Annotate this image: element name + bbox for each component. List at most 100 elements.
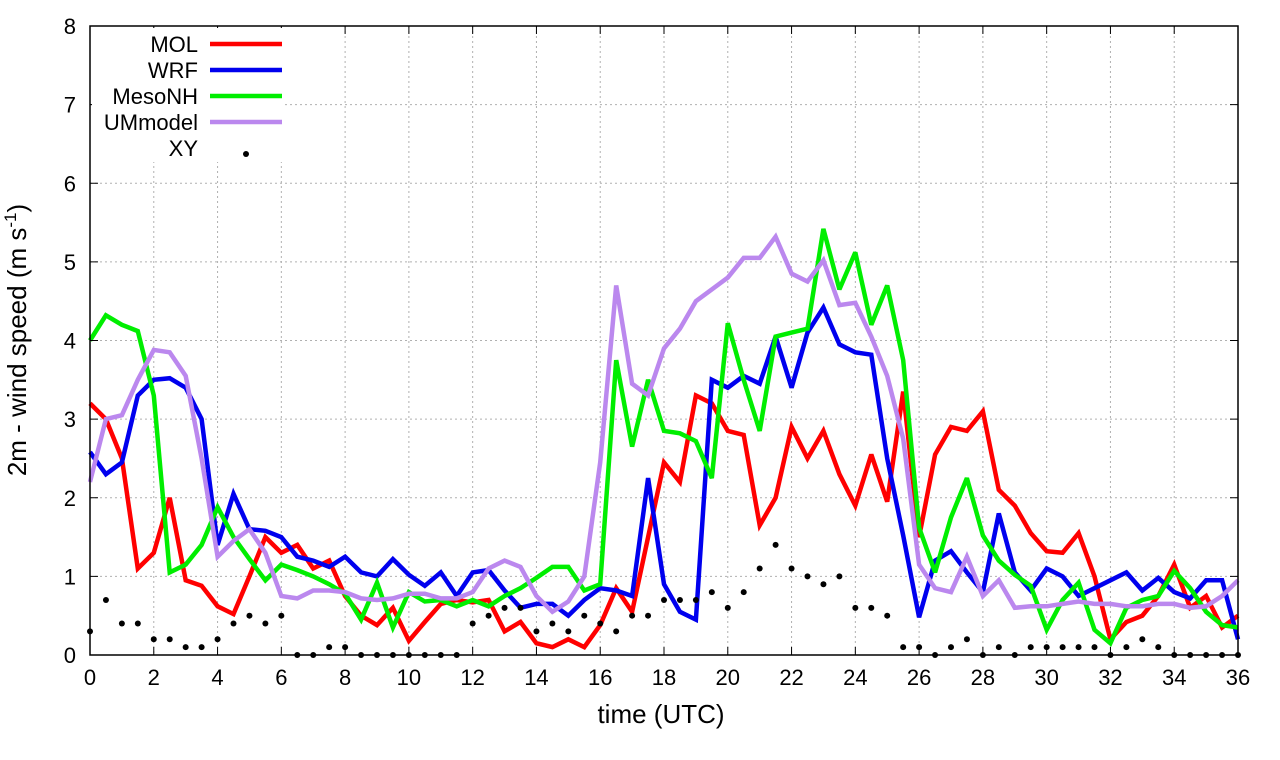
data-point-xy	[1059, 644, 1066, 651]
legend-label: UMmodel	[104, 110, 198, 135]
x-tick-label: 24	[843, 665, 867, 690]
x-tick-label: 2	[148, 665, 160, 690]
data-point-xy	[118, 620, 125, 627]
data-point-xy	[995, 644, 1002, 651]
data-point-xy	[900, 644, 907, 651]
data-point-xy	[581, 612, 588, 619]
data-point-xy	[788, 565, 795, 572]
y-tick-label: 0	[64, 643, 76, 668]
series-layer	[87, 228, 1241, 658]
series-line-ummodel	[87, 232, 1240, 615]
data-point-xy	[852, 604, 859, 611]
x-axis-label: time (UTC)	[597, 699, 724, 729]
data-point-xy	[565, 628, 572, 635]
legend-item-ummodel: UMmodel	[104, 110, 282, 135]
data-point-xy	[836, 573, 843, 580]
data-point-xy	[1027, 644, 1034, 651]
series-ummodel	[87, 232, 1240, 615]
x-axis: 0 2 4 6 8 10 12 14 16 18 20 22 24 26 28 30 32 34 36	[84, 26, 1250, 690]
x-tick-label: 22	[779, 665, 803, 690]
data-point-xy	[629, 612, 636, 619]
data-point-xy	[326, 644, 333, 651]
x-tick-label: 16	[588, 665, 612, 690]
x-tick-label: 8	[339, 665, 351, 690]
data-point-xy	[948, 644, 954, 651]
data-point-xy	[150, 636, 157, 643]
y-axis-label: 2m - wind speed (m s-1)	[1, 204, 32, 476]
series-xy	[87, 541, 1241, 658]
data-point-xy	[692, 596, 699, 603]
data-point-xy	[868, 604, 875, 611]
data-point-xy	[1139, 636, 1146, 643]
x-tick-label: 12	[460, 665, 484, 690]
data-point-xy	[278, 612, 285, 619]
series-line-mol	[88, 391, 1240, 650]
x-tick-label: 18	[652, 665, 676, 690]
x-tick-label: 36	[1226, 665, 1250, 690]
data-point-xy	[661, 596, 667, 603]
x-tick-label: 26	[907, 665, 931, 690]
series-mol	[88, 391, 1240, 650]
data-point-xy	[756, 565, 763, 572]
data-point-xy	[102, 596, 109, 603]
data-point-xy	[884, 612, 891, 619]
y-axis-label-close: )	[2, 204, 32, 213]
data-point-xy	[1075, 644, 1082, 651]
legend-item-wrf: WRF	[148, 58, 282, 83]
data-point-xy	[676, 596, 683, 603]
x-tick-label: 0	[84, 665, 96, 690]
x-tick-label: 30	[1034, 665, 1058, 690]
data-point-xy	[182, 644, 189, 651]
data-point-xy	[262, 620, 269, 627]
data-point-xy	[533, 628, 540, 635]
y-tick-label: 5	[64, 250, 76, 275]
grid	[90, 26, 1238, 655]
data-point-xy	[485, 612, 492, 619]
series-line-wrf	[88, 302, 1241, 640]
series-mesonh	[88, 228, 1239, 647]
data-point-xy	[214, 636, 221, 643]
y-tick-label: 1	[64, 564, 76, 589]
data-point-xy	[246, 612, 253, 619]
legend-item-mol: MOL	[150, 32, 282, 57]
data-point-xy	[740, 589, 747, 596]
data-point-xy	[230, 620, 237, 627]
data-point-xy	[820, 581, 827, 588]
data-point-xy	[501, 604, 508, 611]
data-point-xy	[1123, 644, 1130, 651]
legend-item-xy: XY	[169, 136, 249, 161]
legend-item-mesonh: MesoNH	[112, 84, 282, 109]
legend-label: MesoNH	[112, 84, 198, 109]
data-point-xy	[724, 604, 731, 611]
y-axis-label-main: 2m - wind speed (m s	[2, 228, 32, 477]
series-line-mesonh	[88, 228, 1239, 647]
x-tick-label: 14	[524, 665, 548, 690]
data-point-xy	[613, 628, 620, 635]
y-axis-label-superscript: -1	[1, 213, 20, 228]
y-tick-label: 4	[64, 329, 76, 354]
y-tick-label: 2	[64, 486, 76, 511]
y-tick-label: 6	[64, 171, 76, 196]
y-axis: 0 1 2 3 4 5 6 7 8	[64, 14, 1238, 668]
x-tick-label: 34	[1162, 665, 1186, 690]
data-point-xy	[166, 636, 173, 643]
data-point-xy	[1091, 644, 1098, 651]
x-tick-label: 4	[211, 665, 223, 690]
data-point-xy	[772, 541, 779, 548]
y-tick-label: 3	[64, 407, 76, 432]
x-tick-label: 28	[971, 665, 995, 690]
data-point-xy	[804, 573, 811, 580]
data-point-xy	[708, 589, 715, 596]
data-point-xy	[469, 620, 476, 627]
data-point-xy	[517, 604, 524, 611]
x-tick-label: 20	[716, 665, 740, 690]
y-tick-label: 8	[64, 14, 76, 39]
data-point-xy	[597, 620, 604, 627]
data-point-xy	[645, 612, 652, 619]
x-tick-label: 6	[275, 665, 287, 690]
data-point-xy	[134, 620, 141, 627]
y-tick-label: 7	[64, 93, 76, 118]
legend-label: MOL	[150, 32, 198, 57]
